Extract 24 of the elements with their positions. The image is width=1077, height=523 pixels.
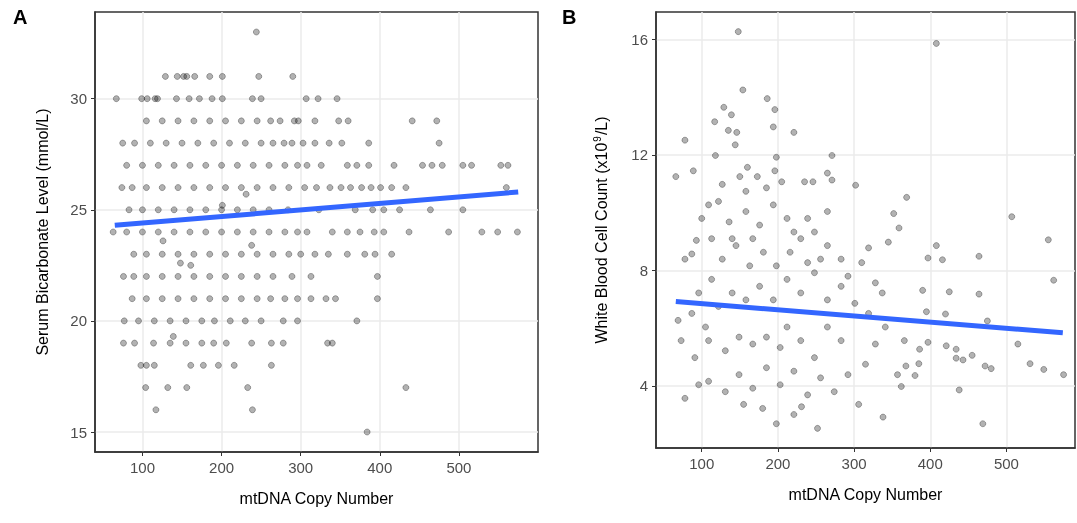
y-tick-label: 20 (70, 312, 87, 330)
y-tick-label: 15 (70, 423, 87, 441)
y-axis-title: White Blood Cell Count (x109/L) (591, 116, 610, 344)
y-tick-label: 8 (639, 261, 648, 279)
x-tick-label: 400 (917, 455, 943, 472)
y-axis-title: Serum Bicarbonate Level (mmol/L) (33, 108, 51, 356)
x-tick-label: 200 (765, 455, 791, 472)
x-axis-title: mtDNA Copy Number (239, 489, 395, 507)
y-tick-label: 12 (631, 146, 648, 164)
y-tick-label: 30 (70, 90, 87, 108)
x-tick-label: 500 (993, 455, 1019, 472)
y-tick-label: 16 (631, 30, 648, 48)
x-tick-label: 300 (841, 455, 867, 472)
x-tick-label: 500 (446, 459, 472, 476)
x-tick-label: 100 (689, 455, 715, 472)
x-tick-label: 300 (288, 459, 314, 476)
x-tick-label: 100 (129, 459, 155, 476)
y-tick-label: 25 (70, 201, 87, 219)
x-axis-title: mtDNA Copy Number (788, 485, 944, 503)
y-tick-label: 4 (639, 377, 648, 395)
chart-title: B (562, 6, 577, 28)
x-tick-label: 400 (367, 459, 393, 476)
chart-title: A (13, 6, 28, 28)
x-tick-label: 200 (209, 459, 235, 476)
